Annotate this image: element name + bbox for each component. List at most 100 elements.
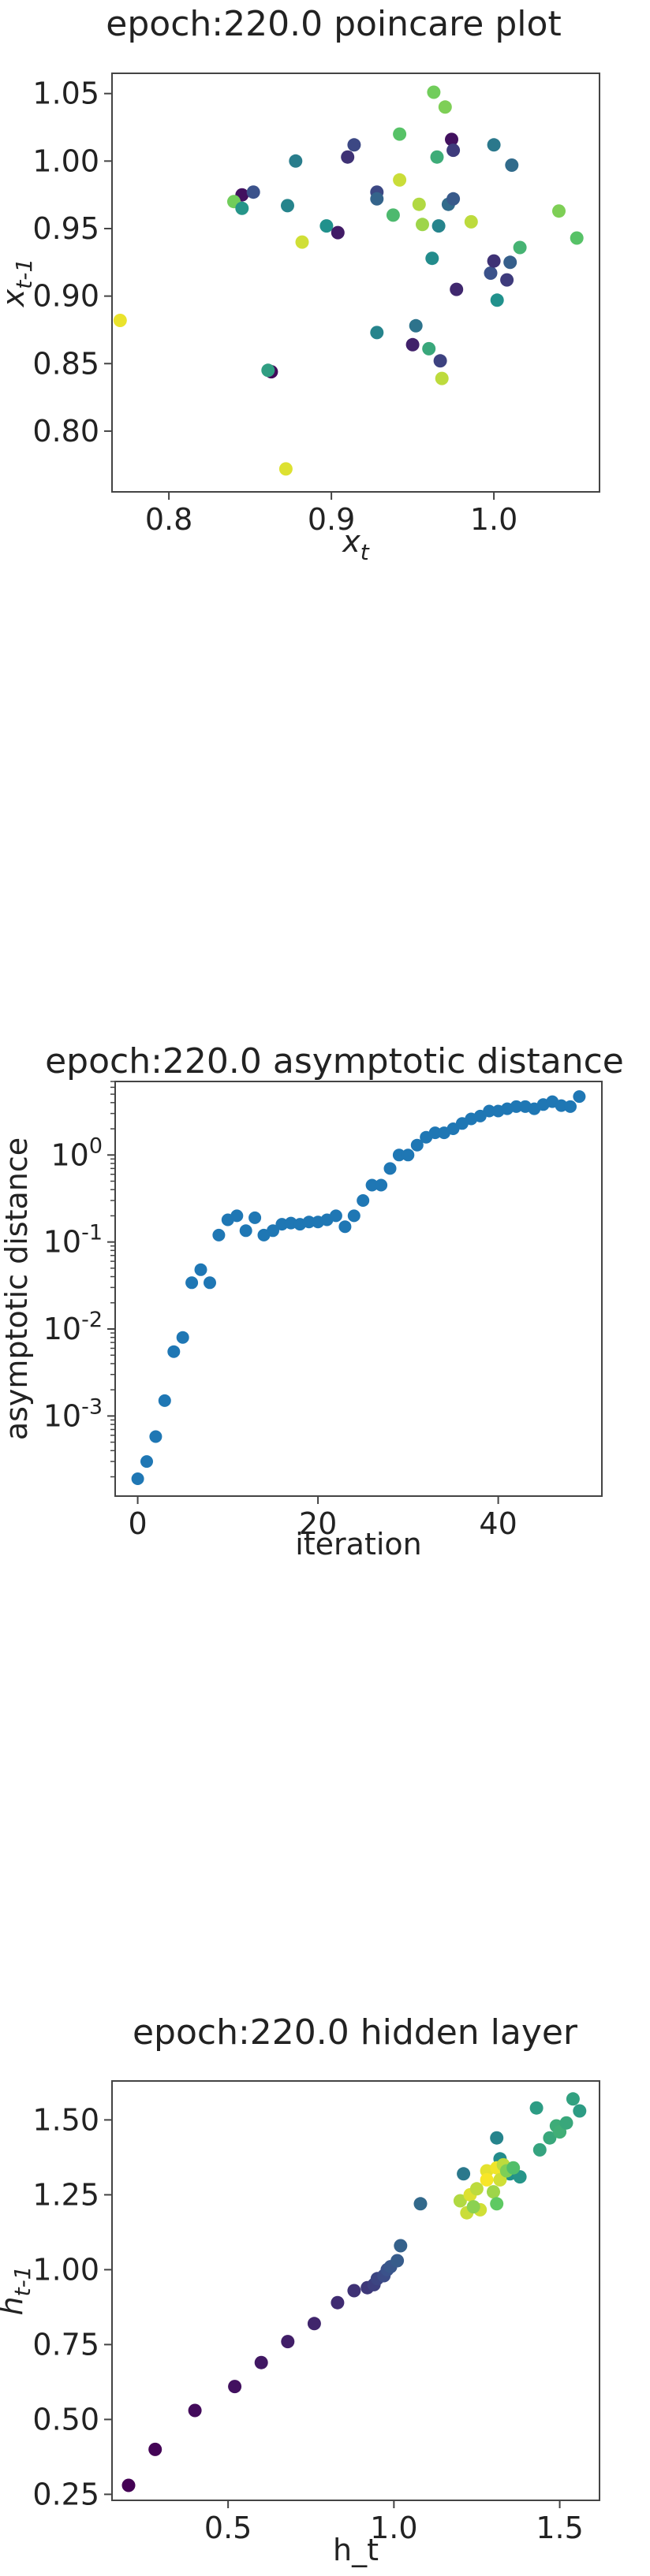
scatter-point xyxy=(564,1100,577,1113)
scatter-point xyxy=(506,2161,521,2175)
scatter-point xyxy=(281,199,294,213)
scatter-point xyxy=(281,2335,295,2349)
scatter-point xyxy=(228,2380,242,2394)
scatter-point xyxy=(267,1224,279,1238)
y-tick-label: 1.25 xyxy=(32,2177,99,2212)
scatter-point xyxy=(453,2194,467,2208)
scatter-point xyxy=(464,214,478,229)
scatter-point xyxy=(503,255,517,270)
scatter-point xyxy=(490,2197,504,2211)
scatter-point xyxy=(500,273,514,287)
chart-title: epoch:220.0 asymptotic distance xyxy=(45,1041,624,1081)
scatter-point xyxy=(167,1345,181,1358)
y-tick-label: 100 xyxy=(50,1134,103,1172)
scatter-point xyxy=(176,1331,189,1344)
scatter-point xyxy=(289,154,303,168)
scatter-point xyxy=(319,219,334,233)
scatter-point xyxy=(425,251,439,266)
scatter-point xyxy=(235,201,249,215)
scatter-point xyxy=(113,314,127,327)
scatter-point xyxy=(529,2101,544,2115)
scatter-point xyxy=(466,2200,480,2214)
scatter-point xyxy=(427,85,441,99)
scatter-point xyxy=(446,143,461,158)
scatter-point xyxy=(428,1126,442,1140)
scatter-point xyxy=(149,1430,162,1443)
scatter-point xyxy=(194,1263,207,1276)
scatter-point xyxy=(261,363,275,378)
x-tick-label: 0.9 xyxy=(308,502,355,537)
scatter-point xyxy=(383,1162,397,1175)
scatter-point xyxy=(212,1228,226,1241)
scatter-point xyxy=(566,2092,580,2106)
scatter-point xyxy=(430,150,444,164)
scatter-point xyxy=(246,185,260,199)
scatter-point xyxy=(487,2185,500,2199)
y-tick-label: 0.90 xyxy=(32,279,99,314)
y-tick-label: 1.00 xyxy=(32,143,99,178)
scatter-point xyxy=(307,2317,321,2331)
scatter-point xyxy=(505,158,519,172)
y-tick-label: 1.00 xyxy=(32,2252,99,2287)
scatter-point xyxy=(331,2295,345,2310)
chart-hidden-layer: epoch:220.0 hidden layer 0.5 1.0 1.5 0.25 0.… xyxy=(0,2012,600,2567)
scatter-point xyxy=(570,231,584,245)
scatter-point xyxy=(390,2254,405,2268)
scatter-point xyxy=(490,293,504,307)
scatter-point xyxy=(140,1455,153,1469)
scatter-point xyxy=(416,218,429,232)
scatter-point xyxy=(248,1211,262,1224)
scatter-point xyxy=(295,235,309,249)
scatter-point xyxy=(445,132,458,147)
y-tick-label: 1.50 xyxy=(32,2102,99,2137)
scatter-point xyxy=(185,1276,199,1290)
scatter-point xyxy=(394,2239,408,2253)
scatter-point xyxy=(552,204,566,218)
scatter-point xyxy=(254,2355,268,2369)
x-tick-label: 1.0 xyxy=(470,502,517,537)
scatter-point xyxy=(446,192,461,206)
scatter-point xyxy=(402,1148,415,1162)
scatter-point xyxy=(413,2197,428,2211)
x-tick-label: 40 xyxy=(479,1506,517,1541)
y-tick-label: 0.75 xyxy=(32,2327,99,2362)
scatter-point xyxy=(148,2442,162,2456)
y-tick-label: 10-2 xyxy=(43,1308,103,1346)
x-tick-label: 0.8 xyxy=(145,502,192,537)
scatter-point xyxy=(487,254,501,268)
x-axis-label: iteration xyxy=(295,1527,422,1562)
scatter-point xyxy=(573,2104,587,2118)
scatter-point xyxy=(412,197,426,211)
x-axis-label: h_t xyxy=(333,2533,379,2567)
scatter-point xyxy=(559,2116,573,2130)
chart-title: epoch:220.0 poincare plot xyxy=(106,4,561,44)
y-tick-label: 10-3 xyxy=(43,1394,103,1433)
plot-frame xyxy=(114,1081,603,1497)
scatter-point xyxy=(347,1209,360,1223)
scatter-point xyxy=(370,326,384,340)
data-points xyxy=(113,85,584,476)
scatter-point xyxy=(422,341,436,356)
x-tick-label: 20 xyxy=(299,1506,337,1541)
scatter-point xyxy=(431,219,446,233)
scatter-point xyxy=(370,192,384,206)
scatter-point xyxy=(278,462,293,476)
x-tick-label: 0 xyxy=(128,1506,147,1541)
scatter-point xyxy=(188,2403,202,2418)
scatter-point xyxy=(484,266,498,280)
y-axis-label: xt-1 xyxy=(0,259,37,307)
scatter-point xyxy=(532,2142,547,2157)
x-tick-label: 1.0 xyxy=(370,2511,417,2545)
plot-frame xyxy=(111,73,600,493)
y-tick-label: 0.85 xyxy=(32,346,99,381)
scatter-point xyxy=(573,1090,586,1104)
scatter-point xyxy=(487,138,501,152)
chart-asymptotic-distance: epoch:220.0 asymptotic distance 0 20 40 10-… xyxy=(0,1041,624,1562)
x-tick-label: 1.5 xyxy=(536,2511,583,2545)
scatter-point xyxy=(121,2478,136,2492)
scatter-point xyxy=(410,1138,424,1152)
scatter-point xyxy=(341,150,355,164)
scatter-point xyxy=(457,2167,471,2181)
y-tick-label: 0.80 xyxy=(32,414,99,449)
